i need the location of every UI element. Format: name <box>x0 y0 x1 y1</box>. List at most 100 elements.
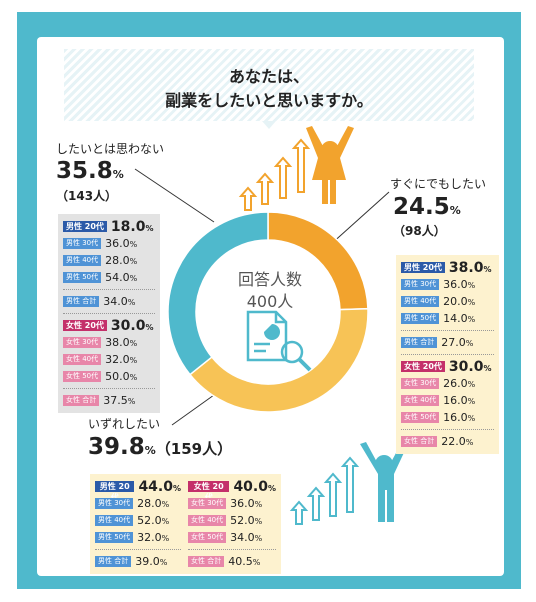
breakdown-row: 男性 合計 27.0% <box>401 334 494 351</box>
question-line-1: あなたは、 <box>228 67 309 86</box>
segment-immediate-title: すぐにでもしたい <box>390 177 487 191</box>
breakdown-row: 女性 50代 16.0% <box>401 409 494 426</box>
age-badge: 女性 50代 <box>63 371 102 382</box>
age-badge: 女性 40代 <box>63 354 102 365</box>
breakdown-row: 女性 合計 40.5% <box>188 553 276 570</box>
breakdown-row: 男性 30代 36.0% <box>63 235 155 252</box>
breakdown-value: 16.0% <box>443 394 476 407</box>
breakdown-row: 女性 20代 30.0% <box>401 358 494 375</box>
age-badge: 男性 50代 <box>63 272 102 283</box>
segment-eventually-pct: 39.8%（159人） <box>88 434 233 460</box>
breakdown-immediate: 男性 20代 38.0% 男性 30代 36.0% 男性 40代 20.0% 男性 50代 1… <box>396 255 499 454</box>
breakdown-value: 26.0% <box>443 377 476 390</box>
age-badge: 男性 30代 <box>95 498 134 509</box>
breakdown-divider <box>401 429 494 430</box>
breakdown-value: 52.0% <box>137 514 170 527</box>
breakdown-value: 30.0% <box>110 317 154 334</box>
age-badge: 男性 合計 <box>63 296 100 307</box>
age-badge: 男性 40代 <box>63 255 102 266</box>
question-line-2: 副業をしたいと思いますか。 <box>165 91 373 110</box>
breakdown-row: 男性 40代 52.0% <box>95 512 181 529</box>
breakdown-row: 男性 40代 20.0% <box>401 293 494 310</box>
age-badge: 女性 30代 <box>401 378 440 389</box>
breakdown-row: 女性 50代 50.0% <box>63 368 155 385</box>
breakdown-no: 男性 20代 18.0% 男性 30代 36.0% 男性 40代 28.0% 男性 50代 5… <box>58 214 160 413</box>
breakdown-value: 16.0% <box>443 411 476 424</box>
breakdown-row: 男性 20代 18.0% <box>63 218 155 235</box>
age-badge: 女性 合計 <box>188 556 225 567</box>
breakdown-row: 女性 合計 22.0% <box>401 433 494 450</box>
age-badge: 女性 20代 <box>63 320 107 331</box>
breakdown-value: 36.0% <box>230 497 263 510</box>
age-badge: 女性 20代 <box>401 361 445 372</box>
age-badge: 男性 20代 <box>63 221 107 232</box>
breakdown-value: 32.0% <box>137 531 170 544</box>
breakdown-divider <box>63 289 155 290</box>
age-badge: 男性 合計 <box>95 556 132 567</box>
donut-segments <box>167 211 369 413</box>
breakdown-value: 39.0% <box>135 555 168 568</box>
breakdown-value: 27.0% <box>441 336 474 349</box>
breakdown-row: 女性 50代 34.0% <box>188 529 276 546</box>
age-badge: 女性 20代 <box>188 481 230 502</box>
age-badge: 女性 50代 <box>401 412 440 423</box>
breakdown-row: 女性 合計 37.5% <box>63 392 155 409</box>
breakdown-divider <box>401 354 494 355</box>
breakdown-value: 38.0% <box>105 336 138 349</box>
age-badge: 女性 40代 <box>401 395 440 406</box>
breakdown-value: 36.0% <box>105 237 138 250</box>
rising-arrows-icon-2 <box>289 456 360 525</box>
breakdown-row: 女性 30代 38.0% <box>63 334 155 351</box>
age-badge: 女性 30代 <box>63 337 102 348</box>
breakdown-divider <box>63 313 155 314</box>
breakdown-value: 38.0% <box>448 259 492 276</box>
breakdown-value: 18.0% <box>110 218 154 235</box>
leader-line-eventually <box>171 394 215 426</box>
age-badge: 男性 20代 <box>95 481 135 502</box>
breakdown-row: 男性 20代 38.0% <box>401 259 494 276</box>
breakdown-divider <box>95 549 181 550</box>
age-badge: 男性 50代 <box>95 532 134 543</box>
breakdown-value: 36.0% <box>443 278 476 291</box>
breakdown-row: 男性 30代 36.0% <box>401 276 494 293</box>
breakdown-row: 男性 合計 34.0% <box>63 293 155 310</box>
rising-arrows-icon <box>238 138 311 211</box>
breakdown-row: 女性 20代40.0% <box>188 478 276 502</box>
breakdown-value: 30.0% <box>448 358 492 375</box>
breakdown-value: 22.0% <box>441 435 474 448</box>
breakdown-divider <box>63 388 155 389</box>
segment-no-title: したいとは思わない <box>56 142 165 156</box>
segment-immediate-pct: 24.5% <box>393 194 461 220</box>
age-badge: 男性 合計 <box>401 337 438 348</box>
breakdown-value: 28.0% <box>137 497 170 510</box>
breakdown-value: 28.0% <box>105 254 138 267</box>
question-banner: あなたは、 副業をしたいと思いますか。 <box>64 49 474 121</box>
breakdown-value: 34.0% <box>103 295 136 308</box>
age-badge: 女性 50代 <box>188 532 227 543</box>
age-badge: 女性 30代 <box>188 498 227 509</box>
age-badge: 男性 30代 <box>63 238 102 249</box>
breakdown-row: 男性 50代 14.0% <box>401 310 494 327</box>
breakdown-value: 37.5% <box>103 394 136 407</box>
donut-slice-3 <box>167 211 269 376</box>
leader-line-no <box>134 168 215 223</box>
breakdown-value: 14.0% <box>443 312 476 325</box>
question-pointer <box>262 121 276 129</box>
age-badge: 女性 40代 <box>188 515 227 526</box>
breakdown-value: 52.0% <box>230 514 263 527</box>
age-badge: 男性 40代 <box>95 515 134 526</box>
age-badge: 男性 20代 <box>401 262 445 273</box>
report-pie-icon <box>264 324 280 340</box>
breakdown-row: 男性 50代 54.0% <box>63 269 155 286</box>
age-badge: 女性 合計 <box>63 395 100 406</box>
center-label: 回答人数 <box>237 270 302 289</box>
report-magnifier-icon <box>246 310 312 372</box>
breakdown-value: 40.0% <box>233 478 276 495</box>
age-badge: 男性 30代 <box>401 279 440 290</box>
breakdown-row: 女性 30代 36.0% <box>188 495 276 512</box>
breakdown-divider <box>188 549 276 550</box>
breakdown-row: 男性 50代 32.0% <box>95 529 181 546</box>
